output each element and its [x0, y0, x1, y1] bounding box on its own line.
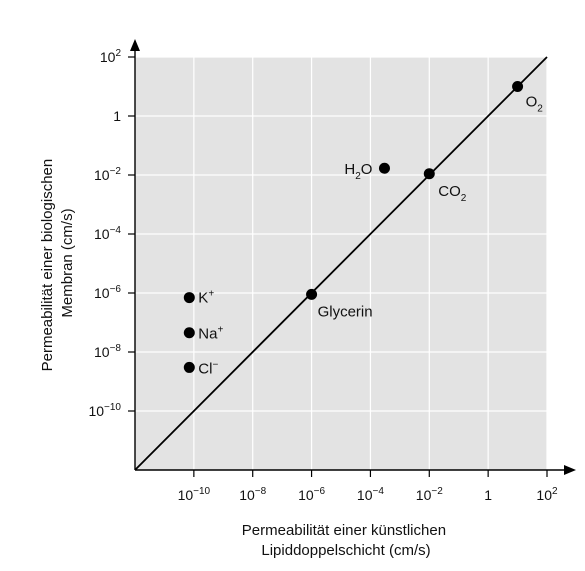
tick-label-exponent: −10 [104, 402, 121, 413]
y-tick-label: 10−8 [94, 343, 121, 360]
tick-label-base: 10 [94, 344, 110, 360]
tick-label-base: 10 [416, 487, 432, 503]
x-tick-label: 10−4 [357, 486, 384, 503]
point-label-subscript: 2 [461, 193, 467, 204]
tick-label-base: 10 [88, 403, 104, 419]
y-tick-label: 10−6 [94, 284, 121, 301]
tick-label-exponent: −10 [193, 486, 210, 497]
data-point-label: Na+ [198, 325, 223, 343]
x-tick-label: 1 [484, 487, 492, 503]
point-label-subscript: 2 [355, 171, 361, 182]
tick-label-exponent: −8 [255, 486, 267, 497]
tick-label-base: 1 [484, 487, 492, 503]
data-point [183, 327, 195, 339]
x-ticks: 10−10 10−8 10−6 10−4 10−2 1 102 [178, 470, 558, 503]
data-point [378, 162, 390, 174]
tick-label-exponent: −8 [110, 343, 122, 354]
tick-label-base: 10 [100, 49, 116, 65]
tick-label-base: 10 [298, 487, 314, 503]
tick-label-base: 10 [94, 167, 110, 183]
data-point-label: CO2 [438, 183, 467, 204]
y-axis-title-line-1: Permeabilität einer biologischen [39, 159, 56, 372]
tick-label-base: 10 [536, 487, 552, 503]
tick-label-base: 10 [178, 487, 194, 503]
x-tick-label: 10−6 [298, 486, 325, 503]
y-tick-label: 102 [100, 48, 122, 65]
x-axis-arrow-icon [564, 465, 576, 475]
point-label-text: K [198, 290, 208, 307]
tick-label-exponent: 2 [552, 486, 558, 497]
data-point [306, 288, 318, 300]
y-axis-title-line-2: Membran (cm/s) [59, 208, 76, 317]
tick-label-exponent: −2 [431, 486, 443, 497]
tick-label-exponent: −2 [110, 166, 122, 177]
y-axis-title: Permeabilität einer biologischen Membran… [39, 155, 76, 372]
data-point [423, 168, 435, 180]
data-point-label: Cl− [198, 359, 218, 377]
tick-label-exponent: −4 [373, 486, 385, 497]
x-tick-label: 10−10 [178, 486, 211, 503]
tick-label-base: 10 [94, 285, 110, 301]
tick-label-exponent: −6 [110, 284, 122, 295]
point-label-tail: O [361, 161, 373, 178]
tick-label-base: 1 [113, 108, 121, 124]
data-point [183, 292, 195, 304]
point-label-text: O [526, 94, 538, 111]
x-tick-label: 10−8 [239, 486, 266, 503]
data-point-label: K+ [198, 289, 214, 307]
x-axis-title: Permeabilität einer künstlichen Lipiddop… [242, 522, 450, 559]
data-points [183, 81, 524, 373]
point-label-text: CO [438, 183, 461, 200]
y-tick-label: 1 [113, 108, 121, 124]
y-tick-label: 10−2 [94, 166, 121, 183]
data-point-label: Glycerin [318, 303, 373, 320]
tick-label-exponent: 2 [115, 48, 121, 59]
y-tick-label: 10−4 [94, 225, 121, 242]
x-tick-label: 10−2 [416, 486, 443, 503]
point-label-text: Cl [198, 360, 212, 377]
point-label-superscript: − [212, 359, 218, 370]
point-label-text: Na [198, 326, 218, 343]
y-tick-label: 10−10 [88, 402, 121, 419]
x-axis-title-line-1: Permeabilität einer künstlichen [242, 522, 446, 539]
grid-lines [135, 56, 548, 470]
y-axis-arrow-icon [130, 39, 140, 51]
point-label-text: H [344, 161, 355, 178]
x-axis-title-line-2: Lipiddoppelschicht (cm/s) [261, 542, 430, 559]
tick-label-exponent: −6 [314, 486, 326, 497]
data-point [512, 81, 524, 92]
tick-label-base: 10 [239, 487, 255, 503]
point-label-subscript: 2 [537, 104, 543, 115]
tick-label-base: 10 [94, 226, 110, 242]
point-label-superscript: + [208, 289, 214, 300]
data-point [183, 361, 195, 373]
point-label-text: Glycerin [318, 303, 373, 320]
data-point-label: O2 [526, 94, 544, 115]
tick-label-base: 10 [357, 487, 373, 503]
data-point-label: H2O [344, 161, 372, 182]
x-tick-label: 102 [536, 486, 558, 503]
identity-line [134, 56, 548, 471]
point-label-superscript: + [217, 325, 223, 336]
tick-label-exponent: −4 [110, 225, 122, 236]
